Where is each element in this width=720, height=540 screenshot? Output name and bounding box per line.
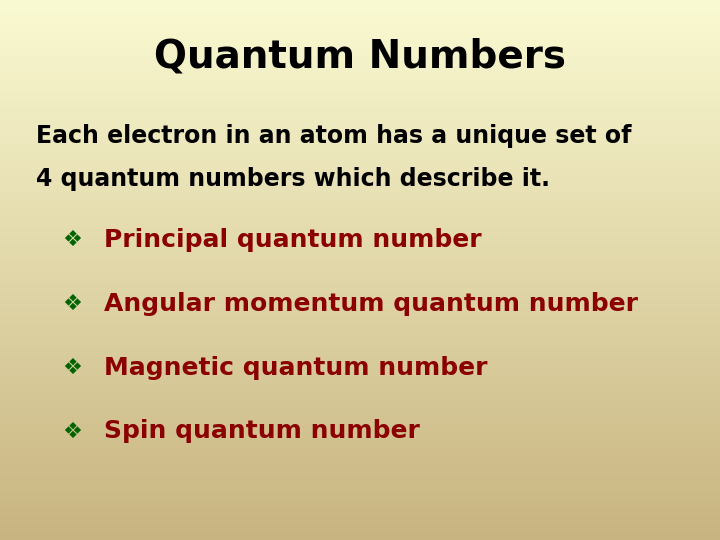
- Text: Angular momentum quantum number: Angular momentum quantum number: [104, 292, 639, 316]
- Text: Quantum Numbers: Quantum Numbers: [154, 38, 566, 76]
- Text: Each electron in an atom has a unique set of: Each electron in an atom has a unique se…: [36, 124, 631, 148]
- Text: Spin quantum number: Spin quantum number: [104, 420, 420, 443]
- Text: 4 quantum numbers which describe it.: 4 quantum numbers which describe it.: [36, 167, 550, 191]
- Text: ❖: ❖: [62, 294, 82, 314]
- Text: ❖: ❖: [62, 357, 82, 378]
- Text: Principal quantum number: Principal quantum number: [104, 228, 482, 252]
- Text: ❖: ❖: [62, 230, 82, 251]
- Text: ❖: ❖: [62, 421, 82, 442]
- Text: Magnetic quantum number: Magnetic quantum number: [104, 356, 488, 380]
